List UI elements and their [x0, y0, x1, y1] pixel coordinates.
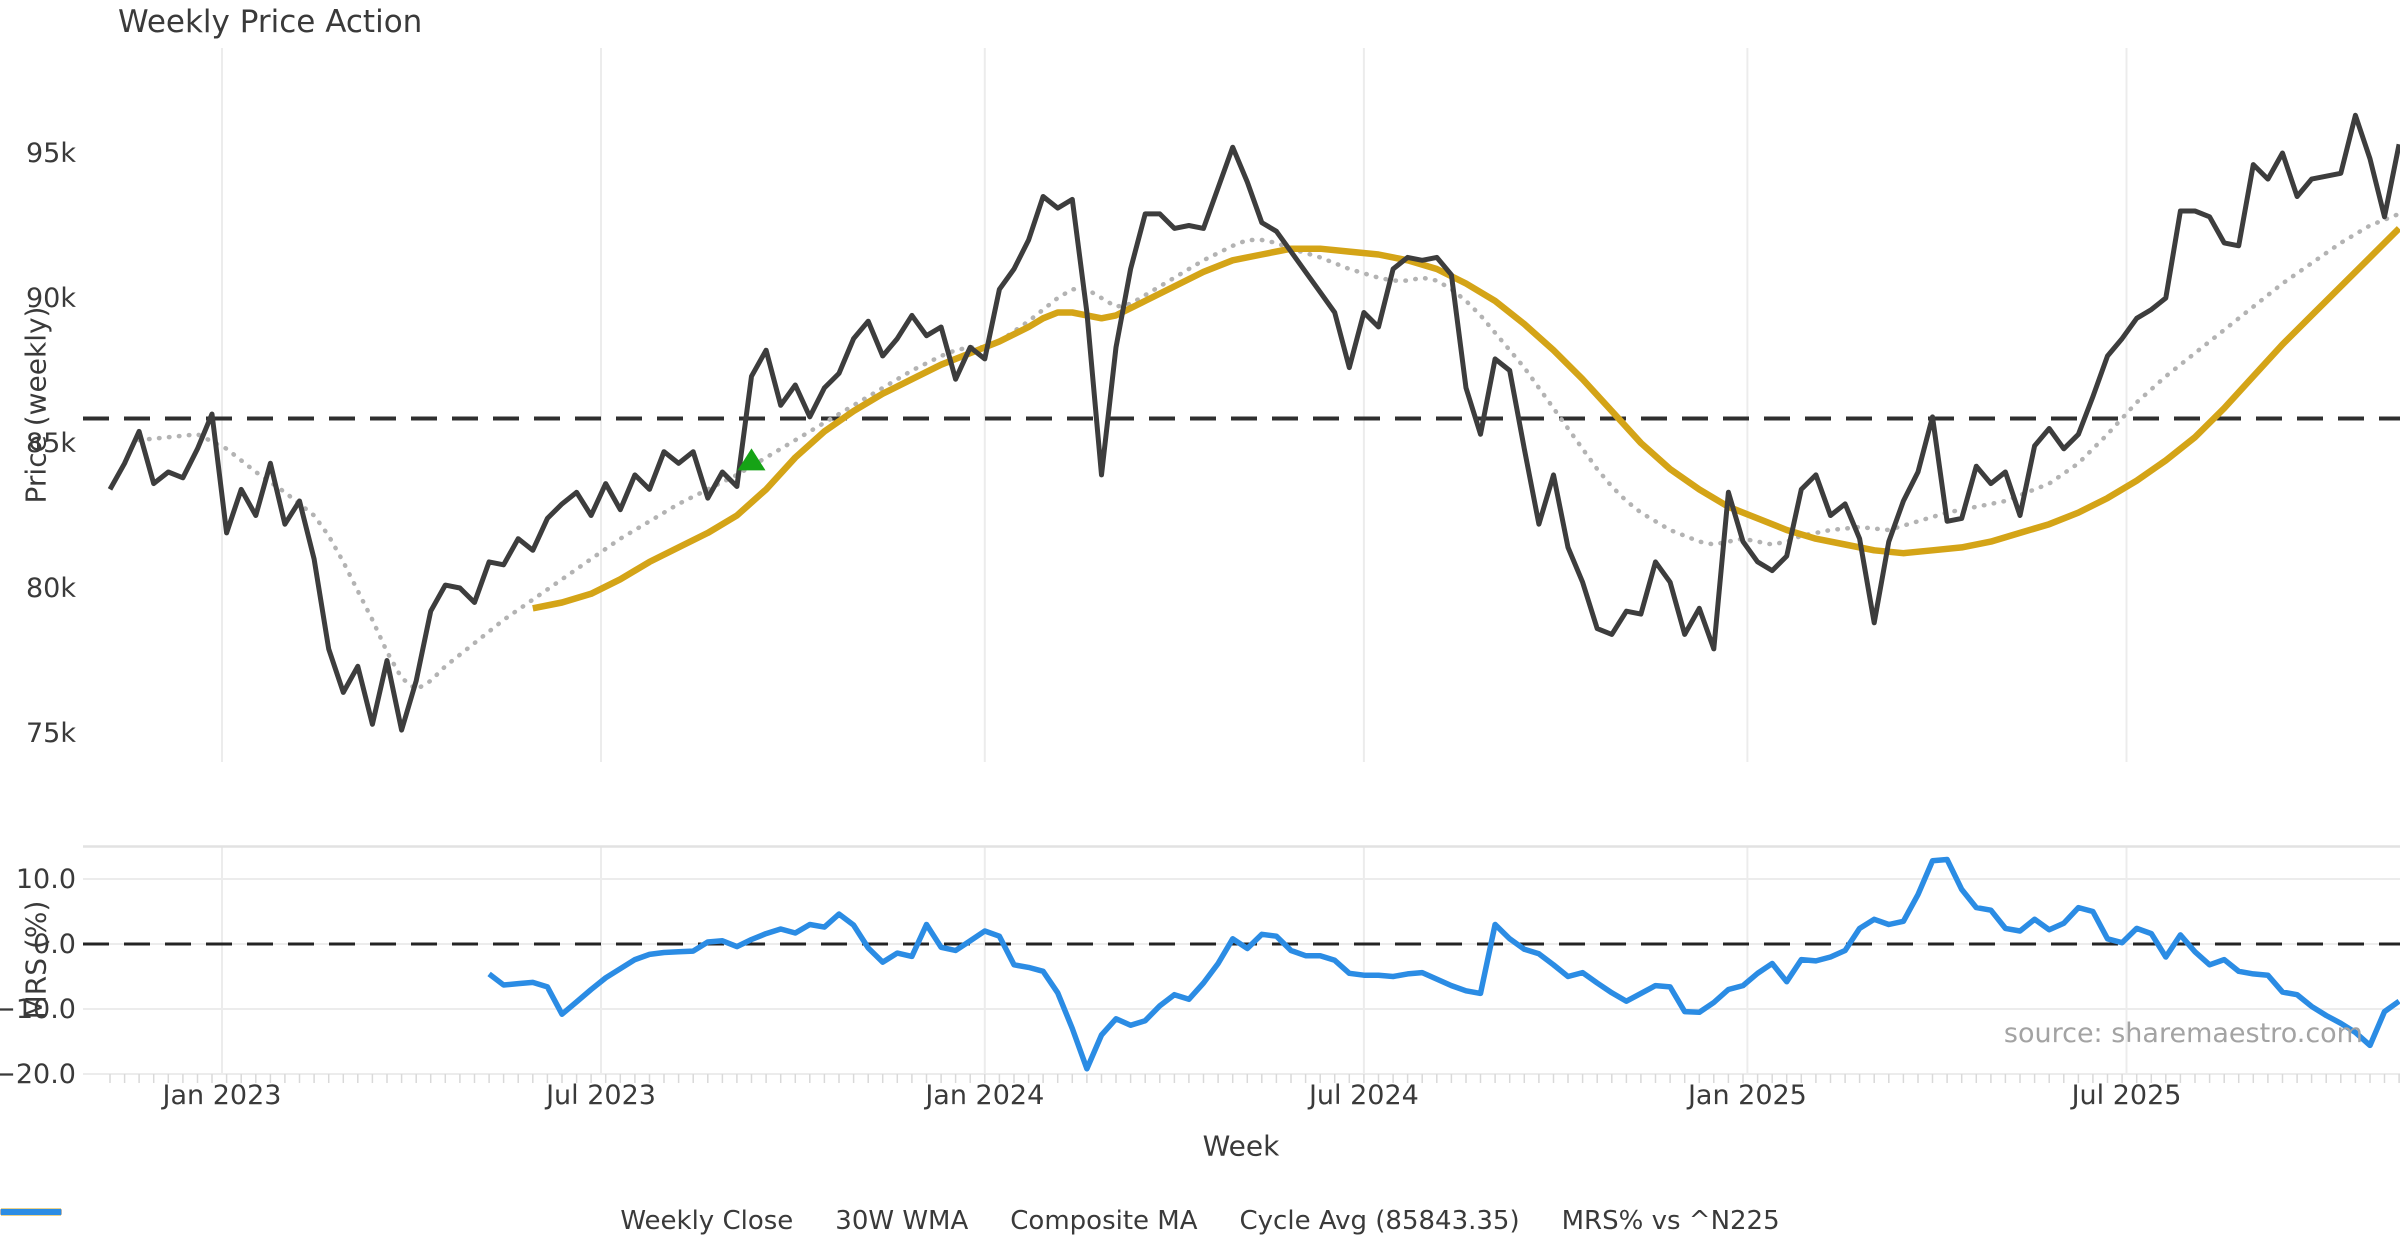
price-tick-label: 85k [26, 428, 76, 459]
legend-label: Weekly Close [620, 1206, 794, 1236]
x-axis-label: Week [1202, 1129, 1280, 1163]
month-tick-label: Jan 2024 [923, 1080, 1044, 1111]
mrs-tick-label: −10.0 [0, 994, 76, 1025]
mrs-tick-label: −20.0 [0, 1059, 76, 1090]
legend-label: Composite MA [1010, 1206, 1198, 1236]
30w-wma-line [532, 226, 2400, 612]
legend-label: Cycle Avg (85843.35) [1239, 1206, 1520, 1236]
weekly-close-line [107, 112, 2400, 733]
month-tick-label: Jul 2024 [1307, 1080, 1419, 1111]
buy-signal-triangle-marker [737, 448, 766, 471]
legend-item-weekly-close: Weekly Close [1, 1206, 794, 1236]
mrs-tick-label: 10.0 [16, 864, 76, 895]
price-tick-label: 75k [26, 718, 76, 749]
price-axis-label: Price (weekly) [19, 306, 53, 504]
price-tick-label: 95k [26, 138, 76, 169]
month-tick-label: Jul 2025 [2070, 1080, 2182, 1111]
legend-label: 30W WMA [835, 1206, 969, 1236]
mrs-tick-label: 0.0 [33, 929, 76, 960]
chart-legend: Weekly Close 30W WMA Composite MA Cycle Avg… [0, 1206, 2400, 1236]
legend-swatch-solid [1, 1209, 61, 1215]
month-tick-label: Jul 2023 [544, 1080, 656, 1111]
mrs-vs-n225-line [487, 856, 2400, 1072]
price-tick-label: 90k [26, 283, 76, 314]
month-tick-label: Jan 2023 [161, 1080, 282, 1111]
price-tick-label: 80k [26, 573, 76, 604]
legend-item-mrs-vs-n225: MRS% vs ^N225 [1, 1206, 1780, 1236]
month-tick-label: Jan 2025 [1686, 1080, 1807, 1111]
chart-title: Weekly Price Action [118, 4, 423, 40]
legend-label: MRS% vs ^N225 [1561, 1206, 1780, 1236]
composite-ma-line [136, 211, 2400, 692]
legend-item-composite-ma: Composite MA [0, 1206, 1198, 1236]
legend-item-cycle-avg-85843-35-: Cycle Avg (85843.35) [1, 1206, 1520, 1236]
mrs-axis-label: MRS (%) [19, 900, 53, 1020]
legend-item-30w-wma: 30W WMA [1, 1206, 969, 1236]
source-watermark: source: sharemaestro.com [2003, 1018, 2363, 1049]
